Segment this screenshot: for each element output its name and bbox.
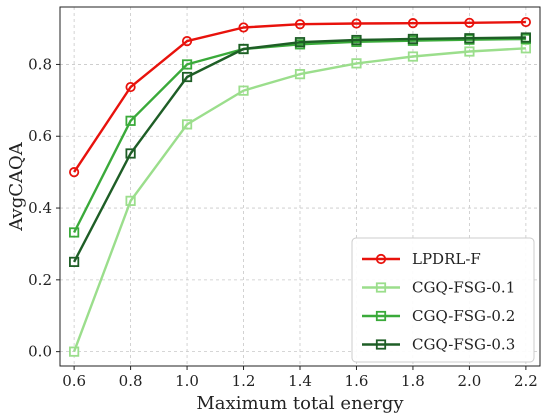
legend-box (351, 237, 535, 363)
data-point (407, 18, 419, 29)
legend: LPDRL-F CGQ-FSG-0.1 CGQ-FSG-0.2 CGQ-FSG-0.3 (351, 237, 535, 363)
series-cgq-fsg-0-3 (69, 32, 531, 267)
data-point (520, 43, 531, 54)
data-point (351, 18, 362, 29)
data-point (294, 19, 306, 30)
data-point (407, 33, 419, 45)
data-point (69, 346, 80, 357)
legend-label: CGQ-FSG-0.2 (412, 307, 515, 325)
data-point (351, 34, 362, 46)
data-point (294, 37, 306, 48)
data-point (69, 167, 80, 178)
legend-marker (375, 253, 387, 265)
axes: 0.6 0.8 1.0 1.2 1.4 1.6 1.8 2.0 2.2 0.0 0.2 0.4 0.6 0… (28, 6, 541, 390)
y-tick-label: 0.0 (28, 343, 52, 361)
data-point (125, 148, 136, 159)
legend-entry: LPDRL-F (362, 250, 481, 268)
data-point (464, 46, 475, 57)
series-line (73, 20, 526, 173)
x-tick-label: 1.2 (232, 372, 256, 390)
legend-marker (375, 310, 387, 322)
series-line (73, 36, 526, 263)
plot-area (69, 16, 531, 357)
legend-label: LPDRL-F (412, 250, 481, 268)
data-point (238, 22, 249, 33)
x-tick-label: 1.4 (288, 372, 312, 390)
legend-label: CGQ-FSG-0.3 (412, 336, 515, 354)
legend-label: CGQ-FSG-0.1 (412, 279, 515, 297)
data-point (181, 36, 193, 47)
data-point (238, 85, 249, 96)
y-tick-label: 0.2 (28, 271, 52, 289)
x-tick-label: 1.6 (345, 372, 369, 390)
data-point (464, 33, 475, 44)
data-point (407, 51, 419, 62)
data-point (125, 81, 136, 93)
data-point (181, 59, 193, 70)
data-point (125, 115, 136, 126)
data-point (520, 16, 531, 28)
legend-entry: CGQ-FSG-0.1 (362, 279, 515, 297)
data-point (238, 43, 249, 55)
data-point (69, 256, 80, 267)
y-tick-label: 0.4 (28, 199, 52, 217)
x-tick-label: 1.0 (175, 372, 199, 390)
plot-frame (59, 6, 541, 367)
legend-entry: CGQ-FSG-0.2 (362, 307, 515, 325)
x-tick-label: 1.8 (401, 372, 425, 390)
x-tick-label: 2.0 (457, 372, 481, 390)
x-axis-label: Maximum total energy (196, 393, 404, 414)
series-line (73, 37, 526, 234)
series-line (72, 47, 526, 353)
x-tick-label: 0.8 (119, 372, 143, 390)
data-point (351, 58, 362, 69)
y-tick-label: 0.6 (28, 127, 52, 145)
data-point (181, 119, 193, 130)
legend-entry: CGQ-FSG-0.3 (362, 336, 515, 354)
data-point (125, 195, 136, 206)
x-tick-label: 2.2 (514, 372, 538, 390)
series-lpdrl-f (69, 16, 531, 178)
series-cgq-fsg-0-1 (69, 43, 531, 357)
grid (60, 7, 540, 366)
data-point (294, 69, 306, 80)
y-axis-label: AvgCAQA (6, 141, 27, 231)
legend-marker (375, 282, 387, 293)
data-point (520, 32, 531, 43)
data-point (464, 17, 475, 28)
x-tick-label: 0.6 (62, 372, 86, 390)
data-point (181, 71, 193, 83)
data-point (69, 227, 80, 238)
legend-marker (375, 339, 387, 350)
y-tick-label: 0.8 (28, 55, 52, 73)
